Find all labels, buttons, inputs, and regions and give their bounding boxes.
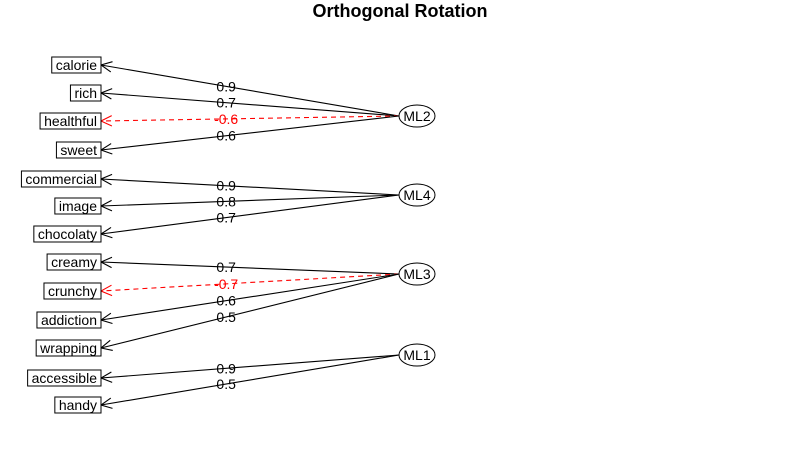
item-label: accessible [32,370,98,386]
item-box [69,84,102,102]
item-node: chocolaty [33,225,102,243]
loading-value: 0.6 [216,128,236,144]
item-label: handy [59,397,97,413]
loading-edge [100,261,400,275]
loading-value: 0.8 [216,193,236,209]
loading-value: 0.7 [216,210,236,226]
item-box [39,112,102,130]
factor-label: ML2 [403,108,430,124]
item-label: sweet [60,142,97,158]
loading-edges: 0.90.7-0.60.60.90.80.70.7-0.70.60.50.90.… [99,61,400,409]
loading-edge [100,194,400,207]
factor-label: ML1 [403,347,430,363]
loading-value: 0.9 [216,360,236,376]
item-box [20,170,102,188]
item-label: creamy [51,254,97,270]
loading-edge [100,115,400,122]
loading-value: 0.7 [216,95,236,111]
loading-edge [100,354,400,379]
loading-value: 0.5 [216,309,236,325]
item-box [54,396,102,414]
item-node: sweet [55,141,102,159]
loading-edge [100,178,400,196]
factor-node: ML3 [398,262,436,286]
item-label: commercial [25,171,97,187]
item-label: image [59,198,97,214]
item-box [51,56,102,74]
item-box [54,197,102,215]
factor-nodes: ML2 ML4 ML3 ML1 [398,104,436,367]
item-box [27,369,102,387]
loading-value: 0.9 [216,78,236,94]
factor-node: ML2 [398,104,436,128]
item-node: handy [54,396,102,414]
item-node: image [54,197,102,215]
item-box [35,339,102,357]
loading-edge [100,273,400,321]
diagram-title: Orthogonal Rotation [313,1,488,21]
item-node: healthful [39,112,102,130]
item-label: crunchy [48,283,97,299]
item-node: creamy [46,253,102,271]
item-box [43,282,102,300]
loading-value: -0.6 [214,111,238,127]
item-node: commercial [20,170,102,188]
factor-ellipse [398,262,436,286]
loading-value: 0.7 [216,259,236,275]
factor-node: ML4 [398,183,436,207]
loading-edge [100,194,400,235]
factor-node: ML1 [398,343,436,367]
item-node: addiction [36,311,102,329]
factor-label: ML4 [403,187,430,203]
loading-edge [100,354,400,406]
loading-edge [100,115,400,151]
item-node: rich [69,84,102,102]
item-label: addiction [41,312,97,328]
item-box [33,225,102,243]
loading-value: -0.7 [214,276,238,292]
loading-edge [100,273,400,349]
loading-edge [100,92,400,117]
item-node: wrapping [35,339,102,357]
factor-ellipse [398,104,436,128]
factor-ellipse [398,183,436,207]
factor-ellipse [398,343,436,367]
loading-value: 0.9 [216,178,236,194]
item-label: healthful [44,113,97,129]
item-label: calorie [56,57,97,73]
item-box [36,311,102,329]
item-label: rich [74,85,97,101]
item-node: calorie [51,56,102,74]
loading-edge [100,64,400,117]
loading-value: 0.5 [216,376,236,392]
factor-label: ML3 [403,266,430,282]
item-box [55,141,102,159]
item-nodes: calorie rich healthful sweet commercial image… [20,56,102,414]
item-node: crunchy [43,282,102,300]
loading-edge [100,273,400,292]
item-box [46,253,102,271]
item-label: wrapping [39,340,97,356]
loading-value: 0.6 [216,293,236,309]
item-node: accessible [27,369,102,387]
item-label: chocolaty [38,226,97,242]
